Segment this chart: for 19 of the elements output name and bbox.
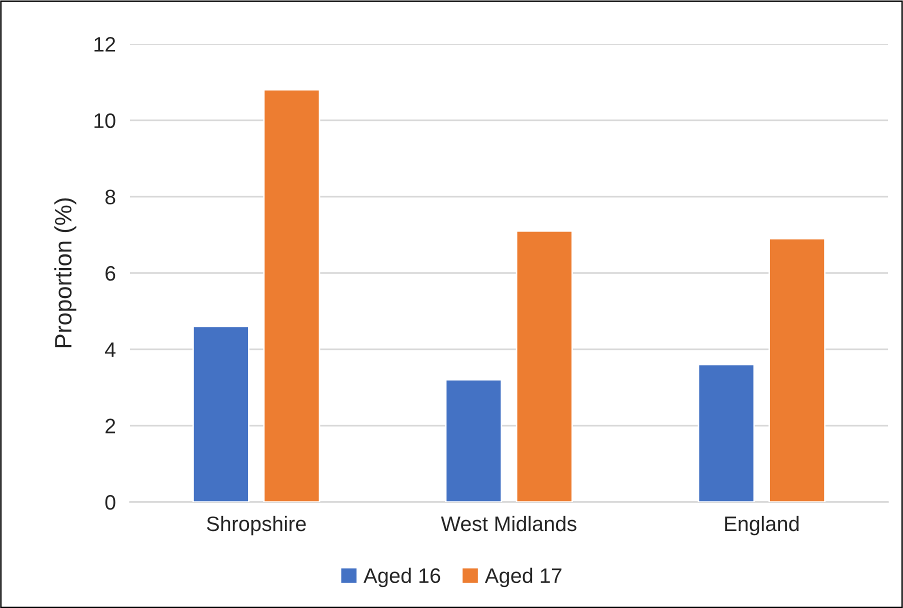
x-tick-label: England — [725, 516, 799, 536]
y-tick-label: 4 — [105, 342, 116, 357]
x-tick-label: Shropshire — [206, 516, 306, 536]
bar — [263, 89, 320, 502]
y-tick-label: 8 — [105, 190, 116, 204]
x-tick-label: West Midlands — [440, 516, 576, 532]
legend-label: Aged 16 — [364, 568, 440, 588]
bar — [698, 364, 755, 502]
bar — [768, 238, 826, 502]
y-tick-label: 0 — [105, 495, 116, 510]
bar — [516, 230, 573, 502]
bar — [192, 326, 250, 502]
y-axis-title: Proportion (%) — [54, 198, 76, 348]
legend-label: Aged 17 — [484, 568, 562, 588]
y-tick-label: 10 — [94, 113, 116, 128]
bar — [445, 379, 502, 502]
y-tick-label: 6 — [106, 266, 116, 281]
y-tick-label: 12 — [94, 37, 116, 52]
y-tick-label: 2 — [106, 418, 116, 434]
